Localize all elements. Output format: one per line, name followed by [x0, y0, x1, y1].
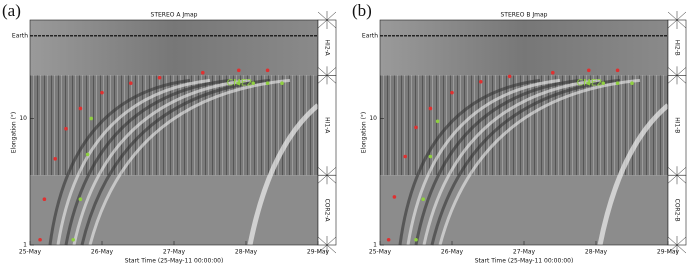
track-point: [71, 237, 75, 242]
region-label: HI2-B: [674, 40, 681, 56]
track-point: [265, 68, 270, 73]
earth-label: Earth: [362, 32, 378, 39]
region-cross: [317, 236, 337, 254]
y-tick-label: 10: [19, 115, 27, 122]
y-tick-label: 10: [369, 115, 377, 122]
track-point: [129, 81, 133, 85]
track-point: [587, 81, 591, 85]
chart-title: STEREO A Jmap: [151, 12, 198, 19]
chart-title: STEREO B Jmap: [501, 12, 548, 19]
track-point: [280, 81, 284, 85]
x-tick-label: 27-May: [163, 249, 186, 256]
track-point: [414, 237, 418, 242]
x-tick-label: 29-May: [307, 249, 330, 256]
feature-arc: [64, 78, 231, 246]
track-point: [428, 154, 433, 159]
track-point: [100, 90, 104, 95]
track-point: [53, 156, 57, 161]
feature-arc: [88, 78, 291, 246]
y-tick-label: 1: [373, 242, 377, 249]
track-point: [78, 197, 83, 202]
feature-arc: [438, 78, 641, 246]
track-point: [414, 125, 418, 130]
track-point: [64, 126, 68, 131]
x-tick-label: 27-May: [513, 249, 536, 256]
track-point: [601, 81, 605, 85]
feature-arc: [422, 78, 601, 246]
track-point: [435, 119, 440, 124]
region-label: COR2-B: [674, 199, 681, 222]
x-axis-label: Start Time (25-May-11 00:00:00): [125, 258, 224, 265]
region-label: HI2-A: [324, 40, 331, 57]
series-label: CME2: [227, 79, 252, 89]
y-axis-label: Elongation (°): [11, 112, 18, 154]
track-point: [615, 68, 620, 73]
track-point: [78, 106, 83, 111]
track-point: [587, 68, 591, 73]
series-label: CME2: [577, 79, 602, 89]
track-point: [479, 79, 483, 84]
x-tick-label: 26-May: [91, 249, 114, 256]
feature-arc: [80, 78, 271, 246]
feature-arc: [414, 78, 581, 246]
hi2-image: [30, 20, 318, 76]
track-point: [237, 68, 241, 73]
panel-label: (b): [352, 1, 372, 20]
track-point: [42, 197, 47, 202]
region-cross: [667, 236, 687, 254]
track-point: [386, 237, 391, 242]
x-tick-label: 25-May: [369, 249, 392, 256]
x-axis-label: Start Time (25-May-11 00:00:00): [475, 258, 574, 265]
track-point: [157, 75, 162, 80]
region-label: COR2-A: [324, 199, 331, 223]
feature-arc: [48, 78, 191, 246]
region-cross: [317, 166, 337, 185]
earth-label: Earth: [12, 32, 28, 39]
x-tick-label: 29-May: [657, 249, 680, 256]
panel-label: (a): [2, 1, 21, 20]
track-point: [89, 116, 93, 121]
region-cross: [317, 66, 337, 85]
x-tick-label: 28-May: [235, 249, 258, 256]
region-cross: [667, 66, 687, 85]
hi1-image: [30, 75, 318, 176]
track-point: [507, 74, 512, 79]
track-point: [630, 81, 634, 85]
track-point: [450, 90, 454, 95]
track-point: [403, 154, 408, 159]
region-cross: [667, 166, 687, 185]
track-point: [615, 81, 620, 85]
y-axis-label: Elongation (°): [361, 112, 368, 154]
track-point: [85, 152, 90, 157]
feature-arc: [247, 103, 320, 246]
track-point: [237, 81, 241, 85]
feature-arc: [72, 78, 251, 246]
hi1-image: [380, 75, 668, 176]
track-point: [428, 106, 433, 111]
x-tick-label: 25-May: [19, 249, 42, 256]
feature-arc: [597, 103, 670, 246]
feature-arc: [406, 78, 561, 246]
track-point: [251, 81, 255, 85]
region-label: HI1-A: [324, 117, 331, 134]
track-point: [551, 70, 555, 75]
feature-arc: [56, 78, 211, 246]
track-point: [392, 195, 397, 199]
x-tick-label: 28-May: [585, 249, 608, 256]
track-point: [265, 81, 270, 85]
feature-arc: [430, 78, 621, 246]
track-point: [421, 197, 426, 202]
track-point: [201, 70, 205, 75]
region-cross: [317, 11, 337, 29]
feature-arc: [398, 78, 541, 246]
hi2-image: [380, 20, 668, 76]
y-tick-label: 1: [23, 242, 27, 249]
track-point: [38, 237, 42, 242]
region-cross: [667, 11, 687, 29]
region-label: HI1-B: [674, 117, 681, 133]
x-tick-label: 26-May: [441, 249, 464, 256]
